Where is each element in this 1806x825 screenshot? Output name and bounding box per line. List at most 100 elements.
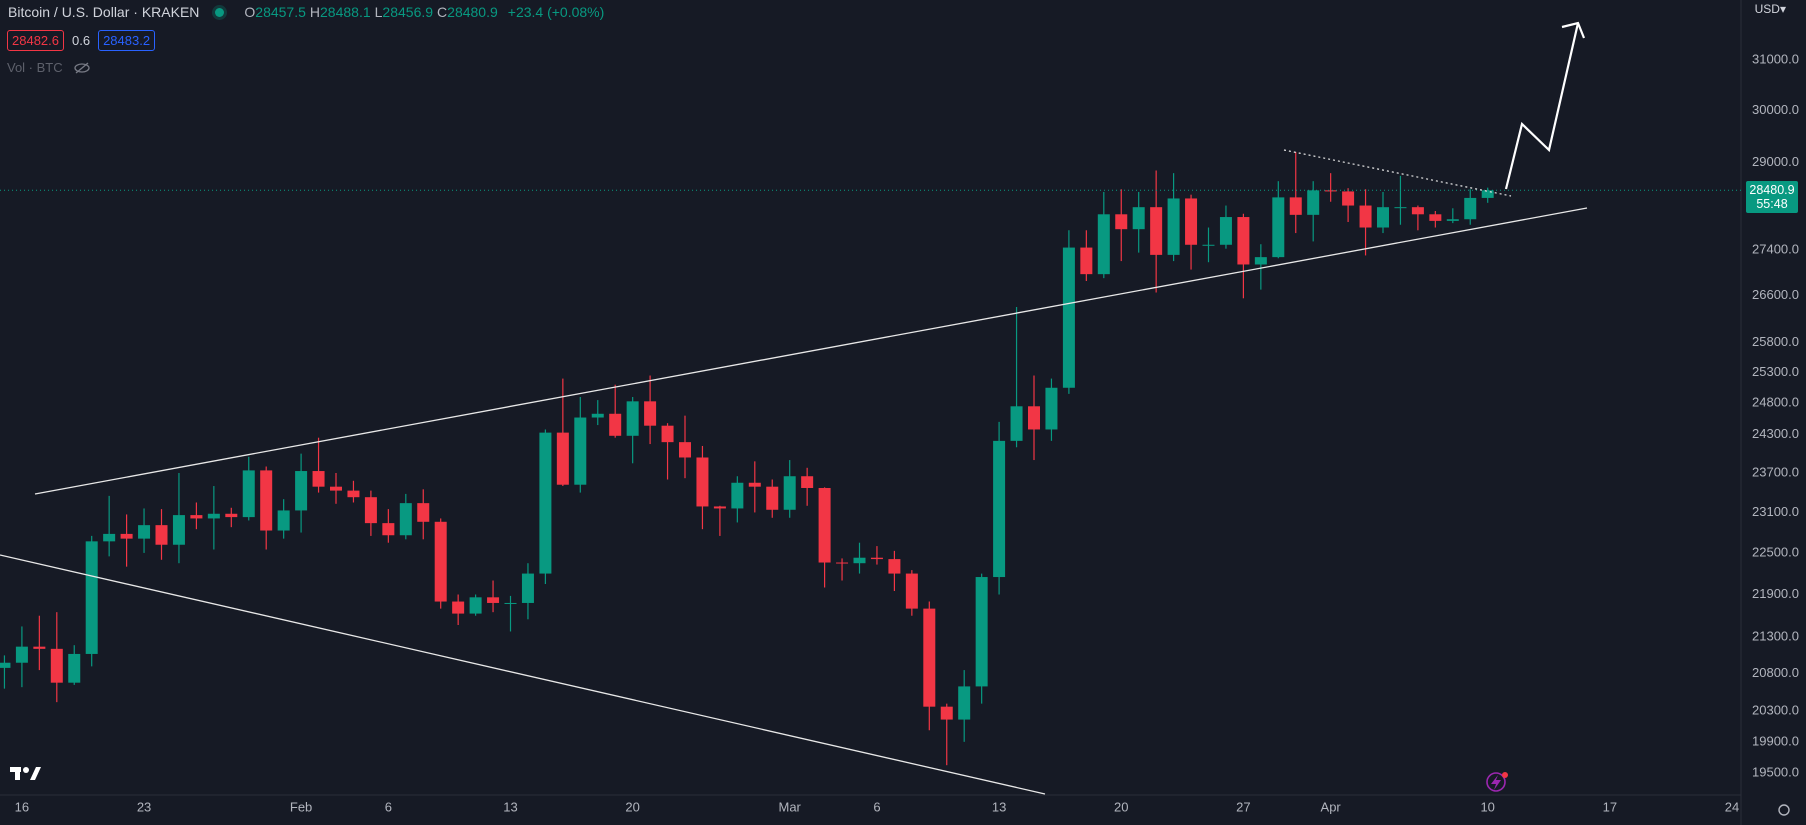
currency-menu[interactable]: USD▾ — [1754, 2, 1786, 16]
projection-arrow — [1504, 22, 1580, 190]
candle-body — [452, 601, 465, 614]
candle-body — [103, 533, 116, 542]
market-status[interactable] — [215, 7, 225, 17]
candle-body — [1028, 406, 1040, 430]
candle-body — [312, 471, 325, 487]
candle-body — [190, 515, 203, 519]
symbol[interactable]: Bitcoin / U.S. Dollar · KRAKEN — [8, 4, 200, 20]
y-tick-label: 29000.0 — [1752, 154, 1799, 169]
candle-body — [766, 486, 779, 510]
trend-line — [34, 207, 1588, 495]
x-tick-label: 17 — [1603, 799, 1617, 814]
candle-body — [260, 470, 273, 531]
ohlc-value: 28456.9 — [382, 4, 434, 20]
y-tick-label: 20300.0 — [1752, 703, 1799, 718]
y-tick-label: 25800.0 — [1752, 334, 1799, 349]
lightning-button[interactable] — [1486, 772, 1508, 792]
candle-body — [521, 573, 534, 603]
x-tick-label: 23 — [137, 799, 151, 814]
candle-body — [172, 515, 185, 545]
ohlc-key: H — [309, 4, 321, 20]
x-tick-label: Apr — [1321, 799, 1342, 814]
plot-area — [0, 151, 1741, 766]
y-tick-label: 26600.0 — [1752, 287, 1799, 302]
bid-ask: 28482.6 0.6 28483.2 — [7, 30, 156, 51]
candle-body — [993, 440, 1006, 578]
candle-body — [1307, 190, 1320, 215]
candle-body — [1202, 244, 1215, 246]
candle-body — [1429, 214, 1442, 221]
ohlc-value: 28480.9 — [447, 4, 498, 20]
candle-body — [556, 432, 569, 485]
x-tick-label: 24 — [1725, 799, 1739, 814]
candle-body — [1080, 247, 1093, 275]
candle-body — [940, 706, 953, 720]
buy-button[interactable]: 28483.2 — [98, 30, 156, 51]
candle-body — [1045, 387, 1058, 430]
candle-body — [504, 602, 517, 604]
y-tick-label: 30000.0 — [1752, 102, 1799, 117]
y-tick-label: 24300.0 — [1752, 426, 1799, 441]
ohlc-value: 28488.1 — [320, 4, 371, 20]
candle-body — [295, 471, 308, 511]
candle-body — [1115, 214, 1128, 230]
candle-body — [15, 646, 28, 663]
candle-body — [68, 653, 81, 683]
candle-body — [1219, 217, 1232, 245]
candle-body — [364, 497, 377, 524]
candle-body — [1481, 190, 1494, 198]
candle-body — [33, 646, 46, 649]
candle-body — [277, 510, 290, 531]
x-tick-label: 13 — [503, 799, 517, 814]
x-tick-label: 6 — [385, 799, 392, 814]
candle-body — [1464, 197, 1477, 220]
currency: USD — [1754, 2, 1780, 16]
last-price-label: 28480.9 55:48 — [1746, 181, 1798, 214]
candle-body — [399, 503, 412, 536]
y-tick-label: 21300.0 — [1752, 629, 1799, 644]
x-tick-label: Mar — [779, 799, 802, 814]
y-tick-label: 20800.0 — [1752, 665, 1799, 680]
candle-body — [1150, 207, 1163, 255]
candle-body — [1132, 207, 1145, 230]
y-tick-label: 23100.0 — [1752, 504, 1799, 519]
last-price: 28480.9 — [1749, 183, 1795, 198]
candle-body — [120, 533, 133, 539]
candle-body — [644, 401, 657, 426]
candle-body — [539, 432, 552, 574]
candle-body — [783, 476, 796, 510]
y-tick-label: 19900.0 — [1752, 733, 1799, 748]
candle-body — [1324, 190, 1337, 192]
candle-body — [382, 523, 395, 536]
candle-body — [923, 608, 936, 707]
logo — [10, 767, 41, 780]
ohlc-key: O — [244, 4, 256, 20]
candle-body — [469, 597, 482, 614]
candle-body — [1394, 207, 1407, 209]
candle-body — [870, 557, 883, 560]
y-tick-label: 21900.0 — [1752, 586, 1799, 601]
candle-body — [85, 541, 98, 654]
candle-body — [574, 417, 587, 485]
y-tick-label: 31000.0 — [1752, 51, 1799, 66]
hide-icon[interactable] — [73, 62, 91, 74]
ohlc: O 28457.5 H 28488.1 L 28456.9 C 28480.9 — [244, 4, 501, 20]
candle-body — [155, 525, 168, 545]
candle-body — [748, 482, 761, 487]
candle-body — [1377, 207, 1389, 228]
spread: 0.6 — [72, 33, 91, 48]
sell-button[interactable]: 28482.6 — [7, 30, 64, 51]
candle-body — [696, 457, 709, 507]
candle-body — [661, 425, 674, 443]
x-tick-label: 6 — [873, 799, 880, 814]
trend-line — [1283, 149, 1512, 197]
settings-icon[interactable] — [1778, 804, 1790, 816]
candle-body — [818, 487, 831, 563]
candle-body — [207, 513, 220, 519]
candle-body — [1446, 219, 1459, 221]
candle-body — [1167, 198, 1180, 255]
candle-body — [836, 562, 849, 564]
change: +23.4 (+0.08%) — [507, 4, 605, 20]
